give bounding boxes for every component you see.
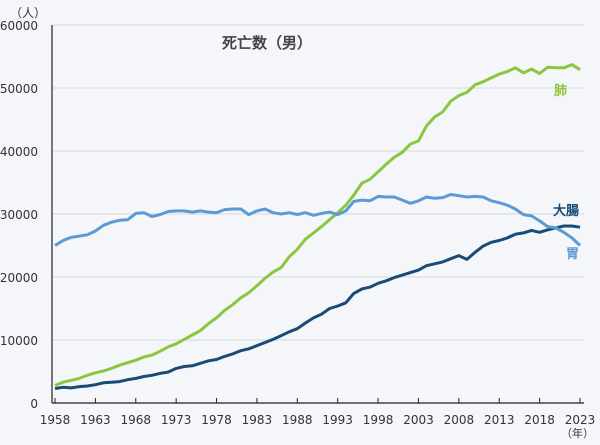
series-line-lung [55,65,580,386]
series-line-stomach [55,195,580,246]
y-tick-label: 10000 [0,334,38,348]
x-tick-label: 1993 [322,413,353,427]
x-axis-ticks: 1958 1963 1968 1973 1978 1983 1988 1993 1998 2003… [40,398,596,427]
y-tick-label: 50000 [0,82,38,96]
x-tick-label: 1958 [40,413,71,427]
y-axis-unit: （人） [10,6,46,20]
x-tick-label: 1978 [201,413,232,427]
x-tick-label: 1983 [242,413,273,427]
x-tick-label: 1973 [161,413,192,427]
x-tick-label: 2008 [444,413,475,427]
y-tick-label: 20000 [0,271,38,285]
x-tick-label: 1988 [282,413,313,427]
series-label-stomach: 胃 [566,247,579,262]
y-axis-ticks: 0 10000 20000 30000 40000 50000 60000 [0,19,38,411]
series-label-lung: 肺 [554,83,567,99]
series-line-colorectal [55,226,580,389]
chart-title: 死亡数（男） [222,34,312,52]
x-tick-label: 2003 [403,413,434,427]
x-tick-label: 1968 [120,413,151,427]
x-tick-label: 2018 [524,413,555,427]
series-label-colorectal: 大腸 [553,203,579,219]
y-tick-label: 40000 [0,145,38,159]
x-tick-label: 2013 [484,413,515,427]
x-axis-unit: （年） [561,426,594,440]
x-tick-label: 2023 [565,413,596,427]
x-tick-label: 1998 [363,413,394,427]
y-tick-label: 0 [30,397,38,411]
y-tick-label: 30000 [0,208,38,222]
x-tick-label: 1963 [80,413,111,427]
y-tick-label: 60000 [0,19,38,33]
